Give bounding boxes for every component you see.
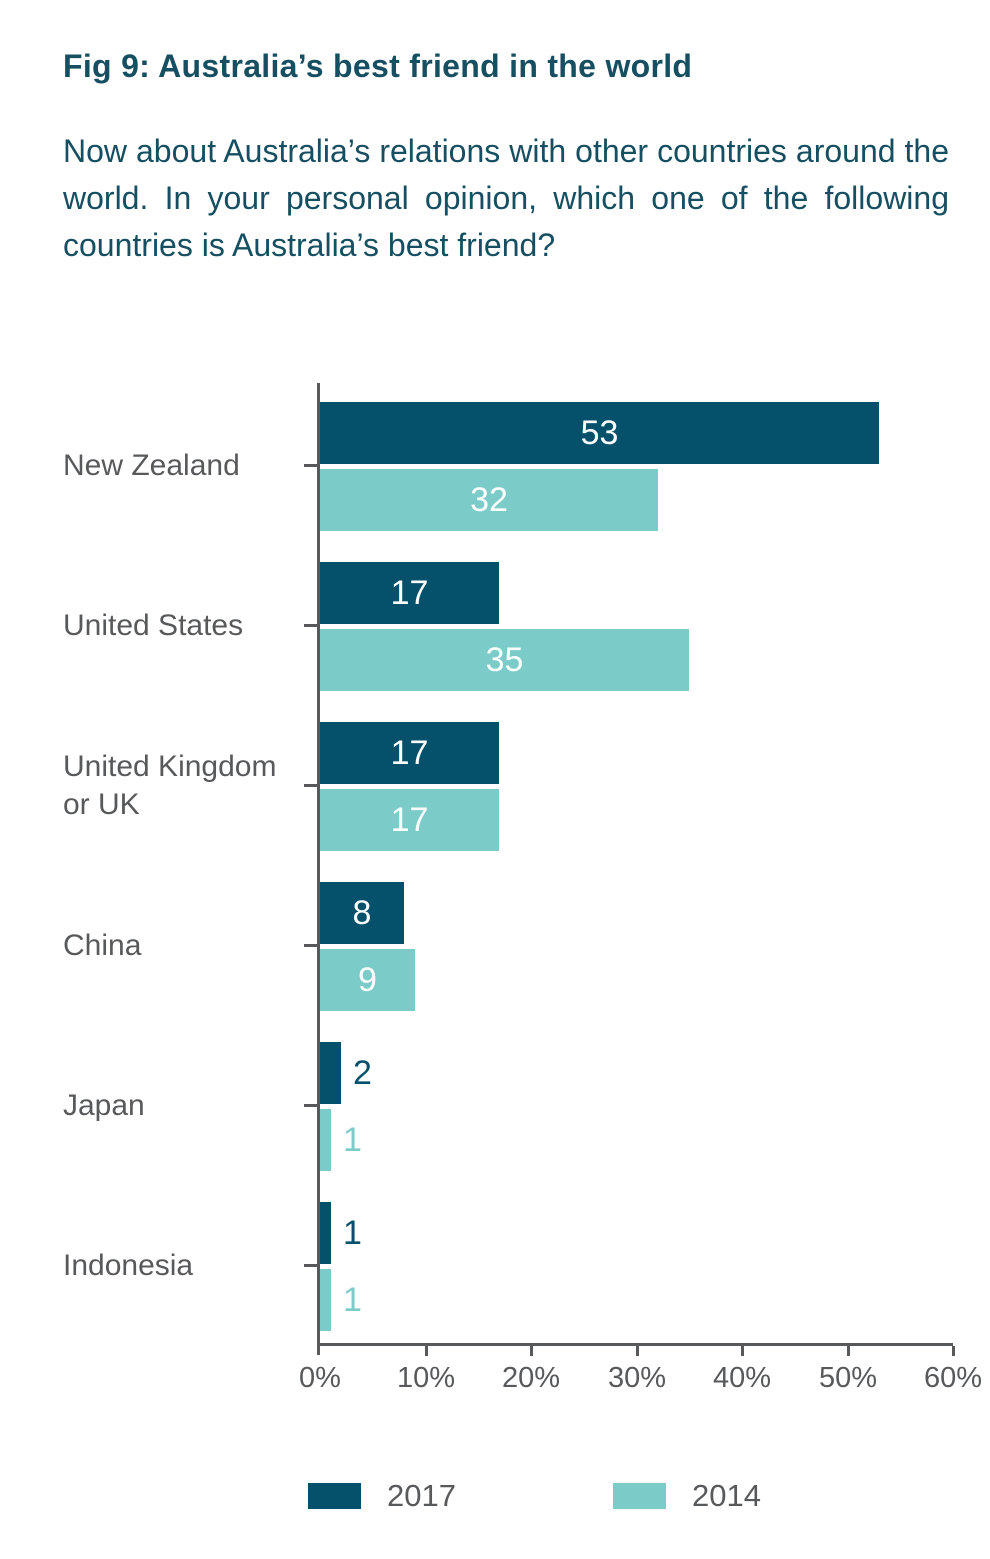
bar-value-label: 1: [343, 1281, 362, 1319]
legend-item-2017: 2017: [308, 1478, 456, 1514]
bar-2014-new-zealand: 32: [320, 469, 658, 531]
category-label: United States: [63, 609, 244, 642]
x-axis-tick-label: 30%: [607, 1362, 667, 1394]
x-axis-tick-label: 60%: [923, 1362, 983, 1394]
bar-value-label: 17: [390, 800, 429, 839]
category-label: United Kingdom or UK: [63, 750, 277, 821]
x-axis-line: [317, 1343, 953, 1346]
category-label: China: [63, 929, 142, 962]
bar-value-label: 53: [580, 413, 619, 452]
bar-value-label: 17: [390, 573, 429, 612]
bar-2014-japan: [320, 1109, 331, 1171]
x-axis-tick-label: 40%: [712, 1362, 772, 1394]
bar-2017-new-zealand: 53: [320, 402, 879, 464]
x-axis-tick: [530, 1346, 533, 1356]
category-tick: [304, 464, 318, 467]
category-label: New Zealand: [63, 449, 240, 482]
x-axis-tick-label: 20%: [501, 1362, 561, 1394]
bar-value-label: 32: [470, 480, 508, 519]
bar-2014-china: 9: [320, 949, 415, 1011]
bar-2017-united-kingdom-or-uk: 17: [320, 722, 499, 784]
figure-title: Fig 9: Australia’s best friend in the wo…: [63, 48, 693, 84]
category-label: Japan: [63, 1089, 145, 1122]
category-tick: [304, 1104, 318, 1107]
bar-2017-china: 8: [320, 882, 404, 944]
survey-question-text: Now about Australia’s relations with oth…: [63, 133, 949, 263]
bar-2014-united-kingdom-or-uk: 17: [320, 789, 499, 851]
x-axis-tick: [847, 1346, 850, 1356]
category-tick: [304, 624, 318, 627]
x-axis-tick-label: 50%: [818, 1362, 878, 1394]
legend-label: 2014: [692, 1478, 761, 1513]
bar-value-label: 17: [390, 733, 429, 772]
x-axis-tick: [741, 1346, 744, 1356]
category-tick: [304, 1264, 318, 1267]
y-axis-line: [317, 383, 320, 1355]
chart-legend: 2017 2014: [0, 1478, 990, 1538]
category-tick: [304, 944, 318, 947]
bar-value-label: 35: [485, 640, 524, 679]
x-axis-tick: [952, 1346, 955, 1356]
x-axis-tick: [636, 1346, 639, 1356]
bar-2014-united-states: 35: [320, 629, 689, 691]
x-axis-tick-label: 0%: [299, 1362, 341, 1394]
bar-value-label: 9: [358, 960, 377, 999]
x-axis-tick: [425, 1346, 428, 1356]
bar-2017-japan: [320, 1042, 341, 1104]
x-axis-tick-label: 10%: [396, 1362, 456, 1394]
legend-swatch-2014: [613, 1483, 666, 1509]
legend-swatch-2017: [308, 1483, 361, 1509]
legend-label: 2017: [387, 1478, 456, 1513]
bar-value-label: 8: [352, 893, 372, 932]
bar-value-label: 2: [353, 1054, 372, 1092]
bar-2017-indonesia: [320, 1202, 331, 1264]
category-tick: [304, 784, 318, 787]
legend-item-2014: 2014: [613, 1478, 761, 1514]
bar-2017-united-states: 17: [320, 562, 499, 624]
bar-value-label: 1: [343, 1214, 362, 1252]
bar-2014-indonesia: [320, 1269, 331, 1331]
category-label: Indonesia: [63, 1249, 194, 1282]
bar-value-label: 1: [343, 1121, 362, 1159]
